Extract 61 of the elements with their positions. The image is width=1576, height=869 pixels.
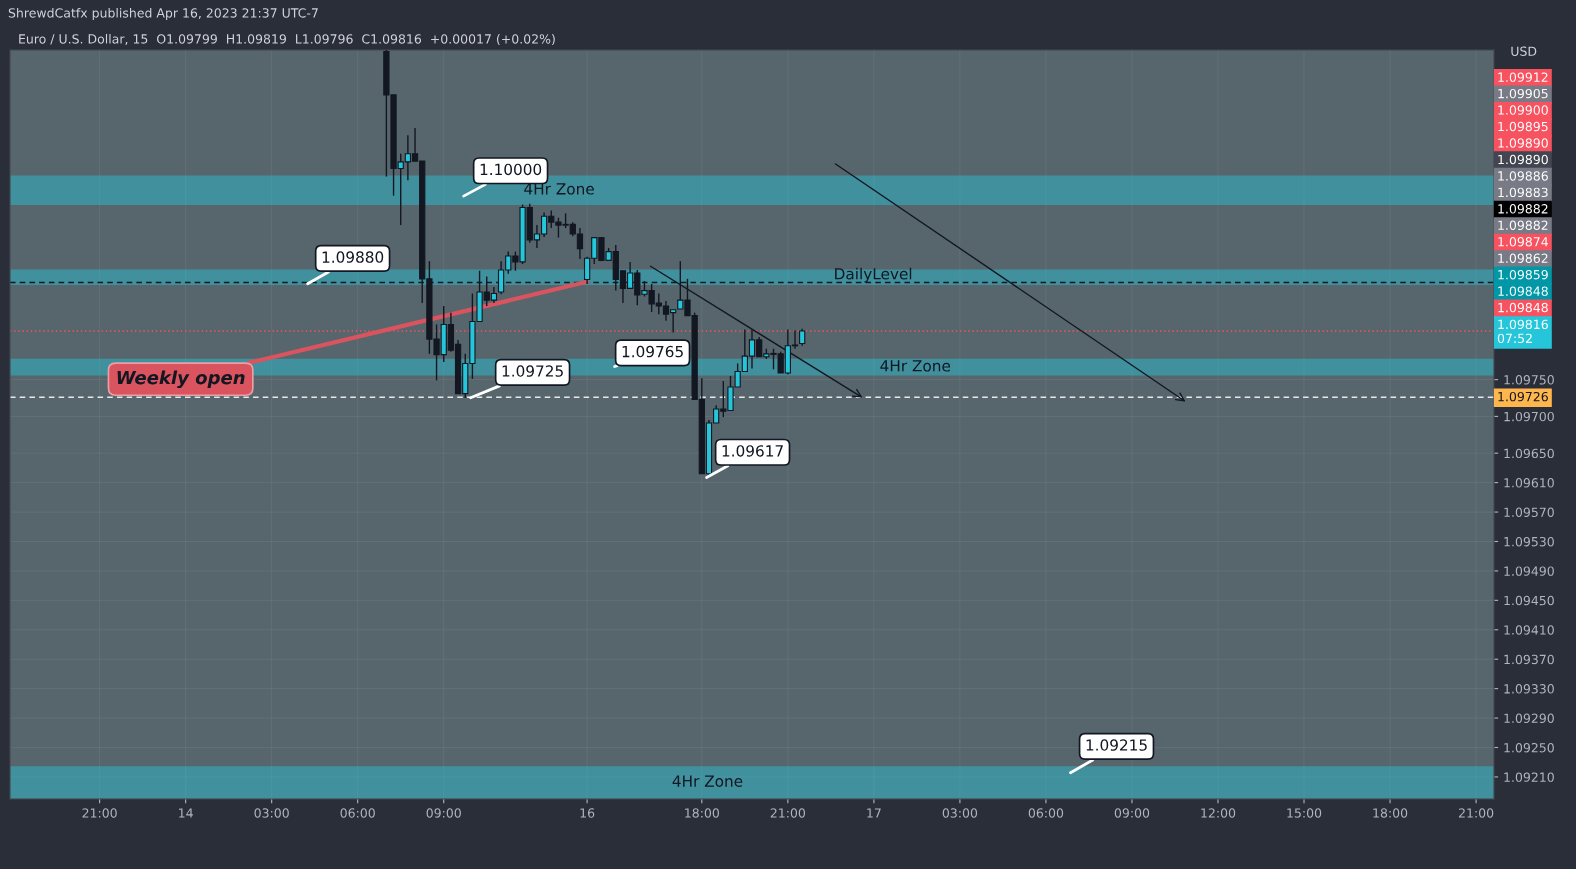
band-label: 4Hr Zone — [880, 360, 951, 372]
text: 1.09890 — [1498, 138, 1548, 148]
text: 1.09886 — [1498, 171, 1548, 181]
x-tick-label: 21:00 — [1458, 808, 1494, 818]
text: ShrewdCatfx published Apr 16, 2023 21:37 UTC-7 — [8, 7, 318, 21]
text: 1.09859 — [1498, 269, 1548, 280]
y-tick-label: 1.09700 — [1504, 411, 1554, 422]
y-tick-label: 1.09650 — [1504, 448, 1554, 459]
text: 1.09900 — [1498, 105, 1548, 115]
text: 1.09912 — [1498, 72, 1548, 82]
x-tick-label: 09:00 — [426, 808, 461, 818]
x-tick-label: 12:00 — [1201, 808, 1236, 818]
x-tick-label: 15:00 — [1287, 808, 1322, 818]
ref-line-label: DailyLevel — [835, 267, 912, 283]
x-tick-label: 09:00 — [1114, 808, 1150, 818]
annotation: 1.10000 — [480, 163, 542, 176]
text: 1.09726 — [1498, 391, 1548, 402]
text: 1.09816 07:52 — [1497, 319, 1548, 344]
x-tick-label: 16 — [580, 808, 595, 818]
x-tick-label: 18:00 — [1373, 808, 1408, 818]
y-tick-label: 1.09290 — [1504, 713, 1554, 723]
band-label: 4Hr Zone — [672, 775, 743, 787]
text: 1.09882 — [1498, 204, 1548, 214]
annotation: 1.09215 — [1086, 739, 1147, 751]
y-axis-title: USD — [1511, 46, 1537, 56]
text: 1.09874 — [1498, 237, 1548, 247]
x-tick-label: 14 — [179, 808, 193, 818]
x-tick-label: 03:00 — [942, 808, 978, 818]
annotation: 1.09765 — [622, 345, 683, 358]
y-tick-label: 1.09410 — [1504, 625, 1554, 635]
y-tick-label: 1.09570 — [1504, 507, 1554, 517]
x-tick-label: 21:00 — [770, 808, 806, 818]
text: 1.09882 — [1498, 220, 1548, 231]
x-tick-label: 18:00 — [685, 808, 719, 818]
chart-title: Euro / U.S. Dollar, 15 O1.09799 H1.09819 L1.09796 C1.09816 +0.00017 (+0.02%) — [19, 33, 555, 46]
y-tick-label: 1.09330 — [1504, 684, 1554, 694]
annotation: 1.09880 — [322, 251, 384, 263]
annotation: Weekly open — [117, 370, 245, 389]
text: 1.09895 — [1498, 121, 1548, 132]
x-tick-label: 03:00 — [254, 808, 289, 818]
y-tick-label: 1.09250 — [1504, 742, 1554, 753]
text: 1.09883 — [1498, 187, 1548, 198]
y-tick-label: 1.09530 — [1504, 536, 1554, 547]
y-tick-label: 1.09490 — [1504, 566, 1554, 576]
y-tick-label: 1.09370 — [1504, 654, 1554, 665]
text: 1.09862 — [1498, 253, 1548, 263]
x-tick-label: 17 — [867, 808, 881, 818]
band-label: 4Hr Zone — [524, 183, 594, 195]
text: 1.09848 — [1498, 302, 1548, 313]
annotation: 1.09725 — [502, 365, 563, 377]
x-tick-label: 06:00 — [340, 808, 375, 818]
y-tick-label: 1.09450 — [1504, 595, 1554, 606]
y-tick-label: 1.09750 — [1504, 375, 1554, 385]
x-tick-label: 06:00 — [1028, 808, 1064, 818]
x-tick-label: 21:00 — [82, 808, 117, 818]
text: 1.09905 — [1498, 88, 1548, 99]
text: 1.09848 — [1498, 286, 1548, 296]
y-tick-label: 1.09610 — [1504, 478, 1554, 488]
text: 1.09890 — [1498, 154, 1548, 165]
y-tick-label: 1.09210 — [1504, 772, 1554, 782]
annotation: 1.09617 — [722, 445, 783, 457]
